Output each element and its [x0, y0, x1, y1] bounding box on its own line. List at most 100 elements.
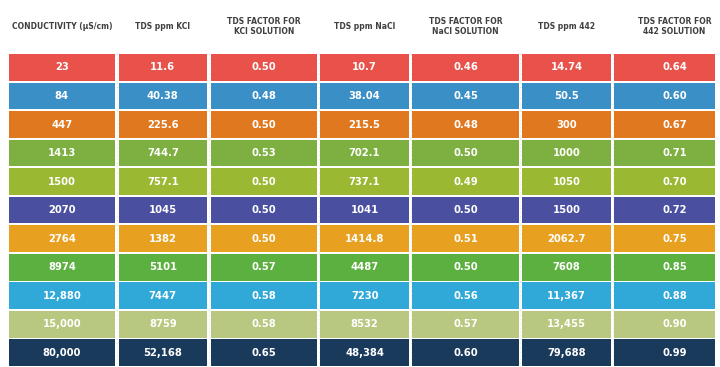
Text: 0.72: 0.72	[662, 205, 687, 215]
Text: 15,000: 15,000	[42, 319, 81, 329]
Text: 0.67: 0.67	[662, 120, 687, 130]
Text: 10.7: 10.7	[352, 62, 377, 72]
Text: 0.70: 0.70	[662, 177, 687, 186]
Bar	[522, 282, 611, 309]
Bar	[9, 140, 115, 166]
Text: TDS ppm 442: TDS ppm 442	[538, 22, 595, 31]
Bar	[522, 140, 611, 166]
Text: 1413: 1413	[48, 148, 76, 158]
Text: CONDUCTIVITY (μS/cm): CONDUCTIVITY (μS/cm)	[12, 22, 112, 31]
Bar	[119, 1, 207, 53]
Text: 737.1: 737.1	[349, 177, 380, 186]
Bar	[211, 311, 317, 338]
Bar	[9, 54, 115, 81]
Bar	[522, 168, 611, 195]
Text: 11.6: 11.6	[150, 62, 176, 72]
Text: 0.58: 0.58	[251, 319, 276, 329]
Bar	[211, 54, 317, 81]
Bar	[522, 1, 611, 53]
Bar	[211, 1, 317, 53]
Bar	[320, 54, 409, 81]
Text: 215.5: 215.5	[348, 120, 381, 130]
Bar	[522, 111, 611, 138]
Text: TDS FACTOR FOR
NaCl SOLUTION: TDS FACTOR FOR NaCl SOLUTION	[429, 17, 503, 36]
Bar	[413, 1, 518, 53]
Text: TDS ppm NaCl: TDS ppm NaCl	[334, 22, 395, 31]
Text: 7230: 7230	[351, 291, 379, 301]
Bar	[413, 54, 518, 81]
Bar	[413, 311, 518, 338]
Text: 4487: 4487	[351, 262, 379, 272]
Bar	[9, 311, 115, 338]
Bar	[211, 83, 317, 109]
Text: TDS ppm KCl: TDS ppm KCl	[135, 22, 190, 31]
Bar	[413, 339, 518, 366]
Text: 0.75: 0.75	[662, 234, 687, 244]
Bar	[614, 339, 720, 366]
Text: 1500: 1500	[552, 205, 580, 215]
Bar	[614, 197, 720, 224]
Text: 0.46: 0.46	[453, 62, 478, 72]
Bar	[9, 225, 115, 252]
Bar	[9, 111, 115, 138]
Bar	[614, 54, 720, 81]
Bar	[119, 197, 207, 224]
Bar	[119, 168, 207, 195]
Text: 14.74: 14.74	[551, 62, 582, 72]
Text: 80,000: 80,000	[42, 348, 81, 358]
Text: 0.53: 0.53	[251, 148, 276, 158]
Bar	[413, 111, 518, 138]
Text: 0.90: 0.90	[662, 319, 687, 329]
Bar	[320, 311, 409, 338]
Text: 1045: 1045	[149, 205, 177, 215]
Text: 0.56: 0.56	[453, 291, 478, 301]
Bar	[522, 254, 611, 280]
Text: 0.65: 0.65	[251, 348, 276, 358]
Bar	[119, 282, 207, 309]
Text: 0.88: 0.88	[662, 291, 687, 301]
Bar	[119, 54, 207, 81]
Text: 1000: 1000	[553, 148, 580, 158]
Bar	[320, 140, 409, 166]
Text: 48,384: 48,384	[345, 348, 384, 358]
Text: 1382: 1382	[149, 234, 177, 244]
Bar	[614, 254, 720, 280]
Bar	[9, 168, 115, 195]
Bar	[614, 311, 720, 338]
Text: 0.50: 0.50	[454, 148, 478, 158]
Bar	[211, 140, 317, 166]
Text: 13,455: 13,455	[547, 319, 586, 329]
Text: 0.60: 0.60	[662, 91, 687, 101]
Bar	[522, 83, 611, 109]
Text: 40.38: 40.38	[147, 91, 179, 101]
Text: 50.5: 50.5	[554, 91, 579, 101]
Text: 0.50: 0.50	[251, 177, 276, 186]
Text: 0.50: 0.50	[251, 120, 276, 130]
Text: 23: 23	[55, 62, 69, 72]
Bar	[614, 282, 720, 309]
Bar	[211, 254, 317, 280]
Bar	[614, 1, 720, 53]
Text: 0.50: 0.50	[454, 262, 478, 272]
Bar	[614, 140, 720, 166]
Bar	[211, 111, 317, 138]
Bar	[211, 197, 317, 224]
Text: 300: 300	[557, 120, 577, 130]
Text: 0.51: 0.51	[453, 234, 478, 244]
Bar	[9, 83, 115, 109]
Bar	[320, 254, 409, 280]
Bar	[119, 311, 207, 338]
Bar	[614, 168, 720, 195]
Text: 79,688: 79,688	[547, 348, 586, 358]
Text: 52,168: 52,168	[143, 348, 182, 358]
Bar	[9, 197, 115, 224]
Text: TDS FACTOR FOR
442 SOLUTION: TDS FACTOR FOR 442 SOLUTION	[638, 17, 711, 36]
Text: 8532: 8532	[351, 319, 379, 329]
Bar	[211, 168, 317, 195]
Bar	[522, 197, 611, 224]
Text: 0.50: 0.50	[251, 62, 276, 72]
Bar	[9, 254, 115, 280]
Bar	[119, 140, 207, 166]
Text: 0.48: 0.48	[251, 91, 276, 101]
Bar	[119, 111, 207, 138]
